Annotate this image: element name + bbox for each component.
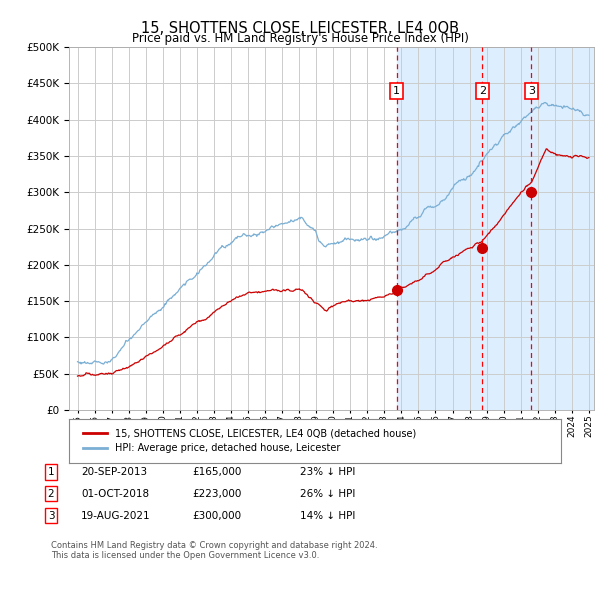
- Text: 20-SEP-2013: 20-SEP-2013: [81, 467, 147, 477]
- Text: Contains HM Land Registry data © Crown copyright and database right 2024.: Contains HM Land Registry data © Crown c…: [51, 541, 377, 550]
- Text: 2: 2: [47, 489, 55, 499]
- Bar: [397, 47, 600, 410]
- Text: 2: 2: [479, 86, 486, 96]
- Text: 1: 1: [47, 467, 55, 477]
- Text: 01-OCT-2018: 01-OCT-2018: [81, 489, 149, 499]
- Text: £300,000: £300,000: [192, 511, 241, 520]
- Text: 1: 1: [393, 86, 400, 96]
- Text: 23% ↓ HPI: 23% ↓ HPI: [300, 467, 355, 477]
- Text: 3: 3: [47, 511, 55, 520]
- Text: Price paid vs. HM Land Registry's House Price Index (HPI): Price paid vs. HM Land Registry's House …: [131, 32, 469, 45]
- Text: This data is licensed under the Open Government Licence v3.0.: This data is licensed under the Open Gov…: [51, 552, 319, 560]
- Legend: 15, SHOTTENS CLOSE, LEICESTER, LE4 0QB (detached house), HPI: Average price, det: 15, SHOTTENS CLOSE, LEICESTER, LE4 0QB (…: [79, 425, 420, 457]
- Text: 15, SHOTTENS CLOSE, LEICESTER, LE4 0QB: 15, SHOTTENS CLOSE, LEICESTER, LE4 0QB: [141, 21, 459, 35]
- Text: £223,000: £223,000: [192, 489, 241, 499]
- Text: 3: 3: [528, 86, 535, 96]
- Text: £165,000: £165,000: [192, 467, 241, 477]
- Text: 26% ↓ HPI: 26% ↓ HPI: [300, 489, 355, 499]
- Text: 19-AUG-2021: 19-AUG-2021: [81, 511, 151, 520]
- Text: 14% ↓ HPI: 14% ↓ HPI: [300, 511, 355, 520]
